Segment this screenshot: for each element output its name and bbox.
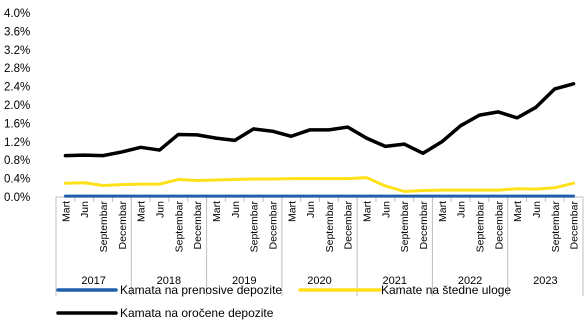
x-category-label: Mart	[60, 201, 72, 222]
year-label: 2023	[533, 275, 557, 287]
x-category-label: Mart	[136, 201, 148, 222]
y-tick-label: 1.6%	[4, 118, 30, 130]
x-category-label: Decembar	[192, 200, 204, 249]
x-category-label: Jun	[456, 201, 468, 218]
x-category-label: Septembar	[249, 201, 261, 253]
year-label: 2017	[81, 275, 105, 287]
year-label: 2019	[232, 275, 256, 287]
x-category-label: Jun	[531, 201, 543, 218]
y-tick-label: 1.2%	[4, 137, 30, 149]
x-category-label: Mart	[362, 201, 374, 222]
x-category-label: Mart	[286, 201, 298, 222]
y-tick-label: 2.4%	[4, 82, 30, 94]
x-category-label: Septembar	[98, 201, 110, 253]
y-tick-label: 2.8%	[4, 63, 30, 75]
x-category-label: Decembar	[267, 200, 279, 249]
x-category-label: Mart	[211, 201, 223, 222]
year-label: 2020	[307, 275, 331, 287]
x-category-label: Septembar	[474, 201, 486, 253]
y-tick-label: 0.8%	[4, 155, 30, 167]
series-line-2	[63, 176, 576, 193]
x-category-label: Jun	[155, 201, 167, 218]
x-category-label: Decembar	[117, 200, 129, 249]
x-category-label: Septembar	[173, 201, 185, 253]
year-label: 2021	[383, 275, 407, 287]
legend-label: Kamata na prenosive depozite	[120, 283, 282, 297]
x-category-label: Jun	[79, 201, 91, 218]
y-tick-label: 2.0%	[4, 100, 30, 112]
x-category-label: Septembar	[550, 201, 562, 253]
x-category-label: Decembar	[493, 200, 505, 249]
x-category-label: Decembar	[343, 200, 355, 249]
x-category-label: Septembar	[324, 201, 336, 253]
year-label: 2022	[458, 275, 482, 287]
x-category-label: Jun	[380, 201, 392, 218]
y-tick-label: 0.4%	[4, 174, 30, 186]
x-category-label: Jun	[230, 201, 242, 218]
x-category-label: Mart	[437, 201, 449, 222]
y-tick-label: 4.0%	[4, 8, 30, 20]
year-label: 2018	[157, 275, 181, 287]
legend-label: Kamata na oročene depozite	[120, 306, 274, 320]
x-category-label: Jun	[305, 201, 317, 218]
legend-label: Kamate na štedne uloge	[381, 283, 511, 297]
y-tick-label: 3.6%	[4, 26, 30, 38]
x-category-label: Mart	[512, 201, 524, 222]
x-category-label: Decembar	[418, 200, 430, 249]
x-category-label: Septembar	[399, 201, 411, 253]
y-tick-label: 3.2%	[4, 45, 30, 57]
series-line-3	[63, 82, 576, 158]
x-category-label: Decembar	[569, 200, 581, 249]
y-tick-label: 0.0%	[4, 192, 30, 204]
